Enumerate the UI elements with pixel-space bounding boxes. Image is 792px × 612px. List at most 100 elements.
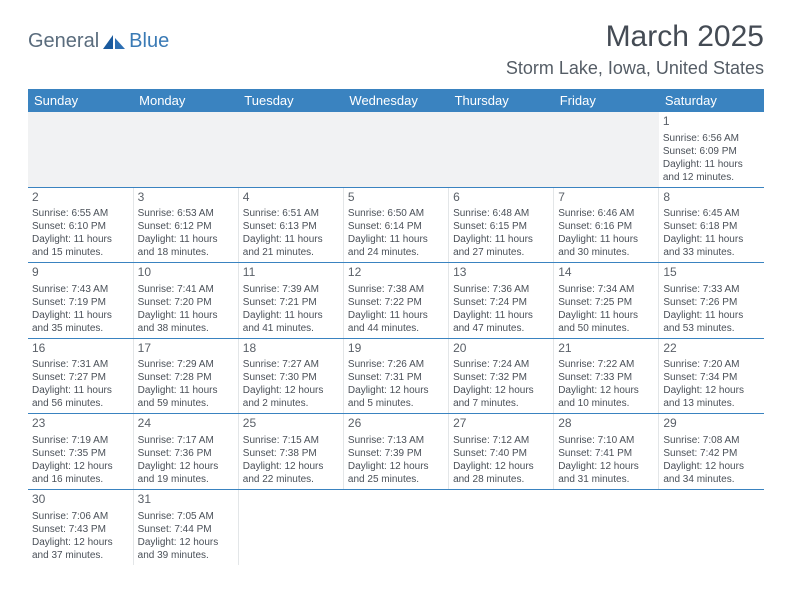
day-number: 18 [243,341,339,357]
calendar-cell-empty [449,112,554,187]
day-header: Tuesday [238,89,343,112]
daylight1-text: Daylight: 11 hours [663,309,760,322]
calendar-cell-empty [554,489,659,564]
daylight1-text: Daylight: 12 hours [558,460,654,473]
calendar-cell-empty [343,112,448,187]
calendar-cell-empty [133,112,238,187]
sunset-text: Sunset: 7:22 PM [348,296,444,309]
title-block: March 2025 Storm Lake, Iowa, United Stat… [506,20,764,79]
daylight1-text: Daylight: 11 hours [138,384,234,397]
sunrise-text: Sunrise: 7:38 AM [348,283,444,296]
calendar-row: 2Sunrise: 6:55 AMSunset: 6:10 PMDaylight… [28,187,764,263]
calendar-cell: 8Sunrise: 6:45 AMSunset: 6:18 PMDaylight… [659,187,764,263]
sunset-text: Sunset: 7:36 PM [138,447,234,460]
sunset-text: Sunset: 7:33 PM [558,371,654,384]
daylight2-text: and 33 minutes. [663,246,760,259]
daylight1-text: Daylight: 11 hours [243,233,339,246]
daylight1-text: Daylight: 12 hours [348,460,444,473]
daylight2-text: and 2 minutes. [243,397,339,410]
sunrise-text: Sunrise: 7:27 AM [243,358,339,371]
sunrise-text: Sunrise: 7:22 AM [558,358,654,371]
sunset-text: Sunset: 7:21 PM [243,296,339,309]
calendar-cell: 16Sunrise: 7:31 AMSunset: 7:27 PMDayligh… [28,338,133,414]
location: Storm Lake, Iowa, United States [506,58,764,79]
day-number: 19 [348,341,444,357]
daylight1-text: Daylight: 11 hours [32,309,129,322]
sunset-text: Sunset: 7:26 PM [663,296,760,309]
sunrise-text: Sunrise: 7:41 AM [138,283,234,296]
calendar-cell: 31Sunrise: 7:05 AMSunset: 7:44 PMDayligh… [133,489,238,564]
sunrise-text: Sunrise: 7:13 AM [348,434,444,447]
sunrise-text: Sunrise: 7:36 AM [453,283,549,296]
calendar-cell: 30 Sunrise: 7:06 AMSunset: 7:43 PMDayligh… [28,489,133,564]
sunset-text: Sunset: 7:41 PM [558,447,654,460]
calendar-cell: 24Sunrise: 7:17 AMSunset: 7:36 PMDayligh… [133,414,238,490]
sunrise-text: Sunrise: 7:06 AM [32,510,129,523]
calendar-cell-empty [28,112,133,187]
calendar-cell: 19Sunrise: 7:26 AMSunset: 7:31 PMDayligh… [343,338,448,414]
sunrise-text: Sunrise: 7:20 AM [663,358,760,371]
sunset-text: Sunset: 7:34 PM [663,371,760,384]
day-number: 3 [138,190,234,206]
daylight2-text: and 16 minutes. [32,473,129,486]
daylight1-text: Daylight: 12 hours [663,384,760,397]
day-header-row: SundayMondayTuesdayWednesdayThursdayFrid… [28,89,764,112]
daylight2-text: and 44 minutes. [348,322,444,335]
daylight1-text: Daylight: 11 hours [138,233,234,246]
calendar-cell: 29Sunrise: 7:08 AMSunset: 7:42 PMDayligh… [659,414,764,490]
daylight2-text: and 21 minutes. [243,246,339,259]
calendar-cell-empty [554,112,659,187]
day-number: 16 [32,341,129,357]
calendar-cell: 7Sunrise: 6:46 AMSunset: 6:16 PMDaylight… [554,187,659,263]
daylight1-text: Daylight: 12 hours [663,460,760,473]
daylight2-text: and 39 minutes. [138,549,234,562]
daylight1-text: Daylight: 11 hours [348,309,444,322]
day-number: 12 [348,265,444,281]
day-number: 26 [348,416,444,432]
day-number: 14 [558,265,654,281]
day-number: 30 [32,492,129,508]
calendar-body: 1Sunrise: 6:56 AMSunset: 6:09 PMDaylight… [28,112,764,565]
day-number: 9 [32,265,129,281]
calendar-cell-empty [238,489,343,564]
calendar-cell: 9Sunrise: 7:43 AMSunset: 7:19 PMDaylight… [28,263,133,339]
day-number: 15 [663,265,760,281]
sunset-text: Sunset: 7:32 PM [453,371,549,384]
daylight1-text: Daylight: 11 hours [348,233,444,246]
day-number: 31 [138,492,234,508]
sunrise-text: Sunrise: 7:29 AM [138,358,234,371]
sunrise-text: Sunrise: 7:26 AM [348,358,444,371]
daylight2-text: and 59 minutes. [138,397,234,410]
calendar-cell: 1Sunrise: 6:56 AMSunset: 6:09 PMDaylight… [659,112,764,187]
header: General Blue March 2025 Storm Lake, Iowa… [0,0,792,79]
day-header: Monday [133,89,238,112]
calendar-cell: 20Sunrise: 7:24 AMSunset: 7:32 PMDayligh… [449,338,554,414]
sunset-text: Sunset: 7:38 PM [243,447,339,460]
daylight1-text: Daylight: 12 hours [243,384,339,397]
calendar-cell: 14Sunrise: 7:34 AMSunset: 7:25 PMDayligh… [554,263,659,339]
sunset-text: Sunset: 7:35 PM [32,447,129,460]
daylight2-text: and 13 minutes. [663,397,760,410]
day-number: 17 [138,341,234,357]
calendar-cell: 6Sunrise: 6:48 AMSunset: 6:15 PMDaylight… [449,187,554,263]
day-number: 29 [663,416,760,432]
calendar-cell: 25Sunrise: 7:15 AMSunset: 7:38 PMDayligh… [238,414,343,490]
sunset-text: Sunset: 7:43 PM [32,523,129,536]
daylight1-text: Daylight: 12 hours [32,460,129,473]
daylight1-text: Daylight: 11 hours [32,233,129,246]
sunset-text: Sunset: 7:39 PM [348,447,444,460]
calendar-cell: 22Sunrise: 7:20 AMSunset: 7:34 PMDayligh… [659,338,764,414]
sunrise-text: Sunrise: 6:53 AM [138,207,234,220]
day-number: 8 [663,190,760,206]
daylight2-text: and 41 minutes. [243,322,339,335]
daylight2-text: and 31 minutes. [558,473,654,486]
sunset-text: Sunset: 7:27 PM [32,371,129,384]
daylight1-text: Daylight: 12 hours [32,536,129,549]
sunset-text: Sunset: 6:10 PM [32,220,129,233]
sunset-text: Sunset: 6:12 PM [138,220,234,233]
sunrise-text: Sunrise: 6:55 AM [32,207,129,220]
day-header: Wednesday [343,89,448,112]
sunset-text: Sunset: 7:20 PM [138,296,234,309]
sunrise-text: Sunrise: 7:10 AM [558,434,654,447]
daylight2-text: and 7 minutes. [453,397,549,410]
